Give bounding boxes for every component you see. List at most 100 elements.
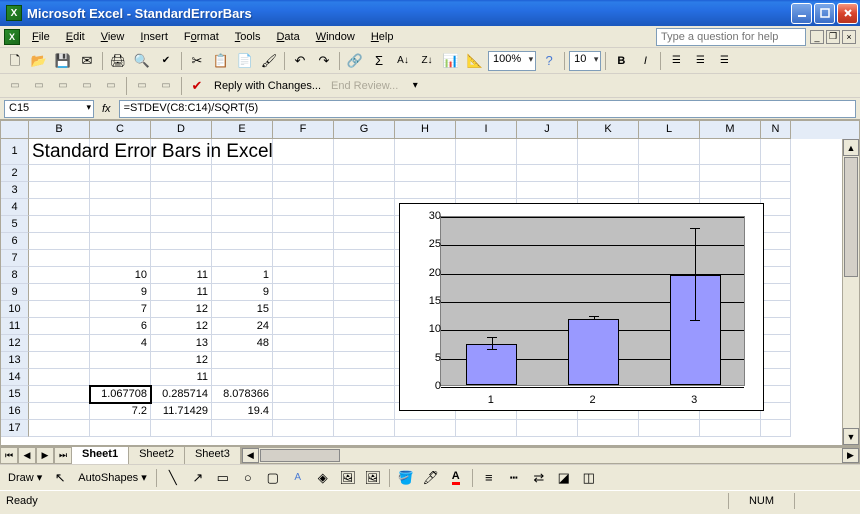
align-center-icon[interactable]: ☰ xyxy=(689,50,711,72)
cell-E8[interactable]: 1 xyxy=(212,267,273,284)
col-header-D[interactable]: D xyxy=(151,121,212,139)
cell-G8[interactable] xyxy=(334,267,395,284)
menu-format[interactable]: Format xyxy=(176,29,227,45)
cell-N12[interactable] xyxy=(761,335,791,352)
paste-icon[interactable]: 📄 xyxy=(234,50,256,72)
row-header-11[interactable]: 11 xyxy=(1,318,29,335)
3d-icon[interactable]: ◫ xyxy=(578,467,600,489)
arrow-icon[interactable]: ↗ xyxy=(187,467,209,489)
cell-D8[interactable]: 11 xyxy=(151,267,212,284)
col-header-B[interactable]: B xyxy=(29,121,90,139)
fontsize-dropdown[interactable]: 10 xyxy=(569,51,601,71)
tab-last-button[interactable]: ⏭ xyxy=(54,447,72,464)
chart-wizard-icon[interactable]: 📊 xyxy=(440,50,462,72)
cell-C4[interactable] xyxy=(90,199,151,216)
menu-data[interactable]: Data xyxy=(268,29,307,45)
row-header-6[interactable]: 6 xyxy=(1,233,29,250)
maximize-button[interactable] xyxy=(814,3,835,24)
row-header-15[interactable]: 15 xyxy=(1,386,29,403)
new-icon[interactable]: 🗋 xyxy=(4,50,26,72)
arrow-style-icon[interactable]: ⇄ xyxy=(528,467,550,489)
cell-I3[interactable] xyxy=(456,182,517,199)
cell-G13[interactable] xyxy=(334,352,395,369)
row-header-3[interactable]: 3 xyxy=(1,182,29,199)
cell-N14[interactable] xyxy=(761,369,791,386)
cell-E10[interactable]: 15 xyxy=(212,301,273,318)
cell-D14[interactable]: 11 xyxy=(151,369,212,386)
cell-N15[interactable] xyxy=(761,386,791,403)
menu-edit[interactable]: Edit xyxy=(58,29,93,45)
cell-E7[interactable] xyxy=(212,250,273,267)
cell-G14[interactable] xyxy=(334,369,395,386)
cell-G4[interactable] xyxy=(334,199,395,216)
cell-M17[interactable] xyxy=(700,420,761,437)
rectangle-icon[interactable]: ▭ xyxy=(212,467,234,489)
cell-E11[interactable]: 24 xyxy=(212,318,273,335)
cell-B13[interactable] xyxy=(29,352,90,369)
cell-L3[interactable] xyxy=(639,182,700,199)
cell-C1[interactable] xyxy=(90,139,151,165)
cell-C13[interactable] xyxy=(90,352,151,369)
cell-G11[interactable] xyxy=(334,318,395,335)
row-header-17[interactable]: 17 xyxy=(1,420,29,437)
print-icon[interactable]: 🖨 xyxy=(107,50,129,72)
formula-input[interactable]: =STDEV(C8:C14)/SQRT(5) xyxy=(119,100,856,118)
cell-G17[interactable] xyxy=(334,420,395,437)
hyperlink-icon[interactable]: 🔗 xyxy=(344,50,366,72)
cell-N8[interactable] xyxy=(761,267,791,284)
email-icon[interactable]: ✉ xyxy=(76,50,98,72)
cell-I1[interactable] xyxy=(456,139,517,165)
cell-K3[interactable] xyxy=(578,182,639,199)
scroll-up-button[interactable]: ▲ xyxy=(843,139,859,156)
menu-file[interactable]: File xyxy=(24,29,58,45)
menu-tools[interactable]: Tools xyxy=(227,29,269,45)
row-header-4[interactable]: 4 xyxy=(1,199,29,216)
cell-D10[interactable]: 12 xyxy=(151,301,212,318)
cell-L2[interactable] xyxy=(639,165,700,182)
row-header-13[interactable]: 13 xyxy=(1,352,29,369)
cell-F12[interactable] xyxy=(273,335,334,352)
menu-help[interactable]: Help xyxy=(363,29,402,45)
picture-icon[interactable]: 🖼 xyxy=(362,467,384,489)
review-reply-icon[interactable]: ✔ xyxy=(186,75,208,97)
chart-plot-area[interactable] xyxy=(440,216,745,386)
fx-label[interactable]: fx xyxy=(98,103,115,115)
cell-C2[interactable] xyxy=(90,165,151,182)
cell-B1[interactable]: Standard Error Bars in Excel xyxy=(29,139,90,165)
cell-N5[interactable] xyxy=(761,216,791,233)
scroll-right-button[interactable]: ▶ xyxy=(842,448,859,463)
cell-N4[interactable] xyxy=(761,199,791,216)
col-header-J[interactable]: J xyxy=(517,121,578,139)
cell-C10[interactable]: 7 xyxy=(90,301,151,318)
col-header-K[interactable]: K xyxy=(578,121,639,139)
row-header-10[interactable]: 10 xyxy=(1,301,29,318)
reply-changes-link[interactable]: Reply with Changes... xyxy=(210,78,325,94)
shadow-icon[interactable]: ◪ xyxy=(553,467,575,489)
autosum-icon[interactable]: Σ xyxy=(368,50,390,72)
cell-F11[interactable] xyxy=(273,318,334,335)
cell-B8[interactable] xyxy=(29,267,90,284)
cell-G2[interactable] xyxy=(334,165,395,182)
col-header-H[interactable]: H xyxy=(395,121,456,139)
cell-D5[interactable] xyxy=(151,216,212,233)
row-header-5[interactable]: 5 xyxy=(1,216,29,233)
sort-desc-icon[interactable]: Z↓ xyxy=(416,50,438,72)
cell-G16[interactable] xyxy=(334,403,395,420)
row-header-16[interactable]: 16 xyxy=(1,403,29,420)
dash-style-icon[interactable]: ┅ xyxy=(503,467,525,489)
col-header-I[interactable]: I xyxy=(456,121,517,139)
cell-F14[interactable] xyxy=(273,369,334,386)
cell-E4[interactable] xyxy=(212,199,273,216)
cell-J2[interactable] xyxy=(517,165,578,182)
cell-C16[interactable]: 7.2 xyxy=(90,403,151,420)
undo-icon[interactable]: ↶ xyxy=(289,50,311,72)
review-btn-6[interactable]: ▭ xyxy=(131,75,153,97)
cell-B12[interactable] xyxy=(29,335,90,352)
cell-B7[interactable] xyxy=(29,250,90,267)
align-left-icon[interactable]: ☰ xyxy=(665,50,687,72)
help-icon[interactable]: ? xyxy=(538,50,560,72)
fill-color-icon[interactable]: 🪣 xyxy=(395,467,417,489)
cell-C3[interactable] xyxy=(90,182,151,199)
embedded-chart[interactable]: 051015202530123 xyxy=(399,203,764,411)
row-header-12[interactable]: 12 xyxy=(1,335,29,352)
